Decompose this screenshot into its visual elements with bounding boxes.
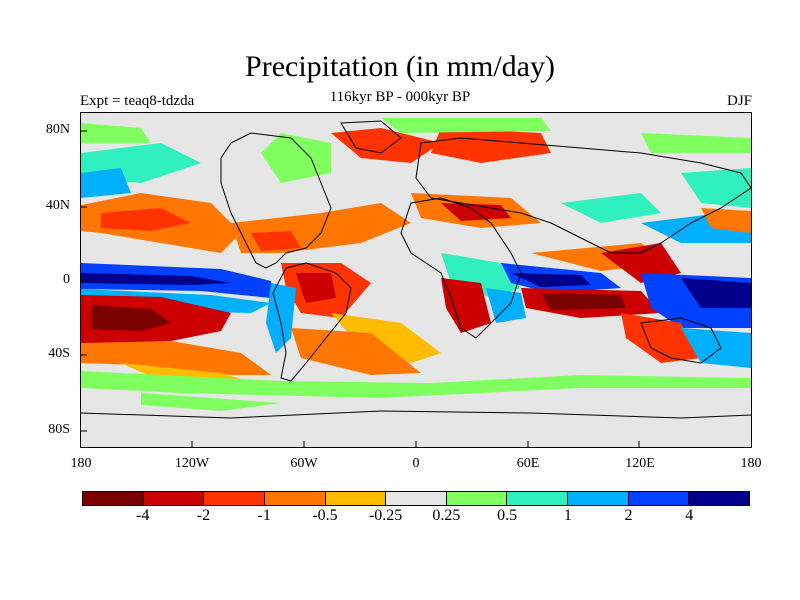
colorbar-box-9 [628, 492, 690, 505]
colorbar-box-5 [386, 492, 447, 505]
season-label: DJF [726, 93, 752, 109]
experiment-label: Expt = teaq8-tdzda [80, 93, 195, 109]
lat-label-80s: 80S [48, 422, 70, 437]
lon-label-180w: 180 [70, 456, 92, 471]
colorbar-label: -0.5 [312, 507, 338, 524]
colorbar-box-2 [204, 492, 265, 505]
colorbar-box-4 [325, 492, 387, 505]
lat-label-40n: 40N [45, 198, 70, 213]
lon-label-120w: 120W [174, 456, 210, 471]
lat-label-0: 0 [63, 272, 70, 287]
lon-label-60e: 60E [516, 456, 540, 471]
colorbar [82, 491, 750, 506]
lon-label-120e: 120E [625, 456, 655, 471]
chart-subtitle: 116kyr BP - 000kyr BP [329, 89, 471, 105]
chart-title: Precipitation (in mm/day) [245, 50, 555, 83]
colorbar-label: 2 [624, 507, 633, 524]
anomaly-fields [81, 118, 751, 411]
colorbar-box-8 [568, 492, 629, 505]
coastlines [81, 120, 751, 419]
colorbar-label: -2 [196, 507, 211, 524]
colorbar-label: 0.25 [432, 507, 461, 524]
colorbar-box-0 [83, 492, 144, 505]
colorbar-label: -1 [257, 507, 271, 524]
colorbar-label: -0.25 [368, 507, 403, 524]
colorbar-box-1 [143, 492, 205, 505]
colorbar-label: -4 [136, 507, 150, 524]
precipitation-map [80, 112, 752, 448]
colorbar-label: 1 [563, 507, 572, 524]
lat-label-80n: 80N [45, 122, 70, 137]
map-ticks [81, 130, 640, 447]
colorbar-box-10 [689, 492, 750, 505]
colorbar-label: 0.5 [497, 507, 518, 524]
colorbar-box-6 [446, 492, 508, 505]
lon-label-0: 0 [412, 456, 420, 471]
lon-label-60w: 60W [290, 456, 318, 471]
colorbar-box-3 [264, 492, 326, 505]
colorbar-label: 4 [685, 507, 694, 524]
lon-label-180e: 180 [740, 456, 762, 471]
colorbar-box-7 [507, 492, 569, 505]
lat-label-40s: 40S [48, 346, 70, 361]
